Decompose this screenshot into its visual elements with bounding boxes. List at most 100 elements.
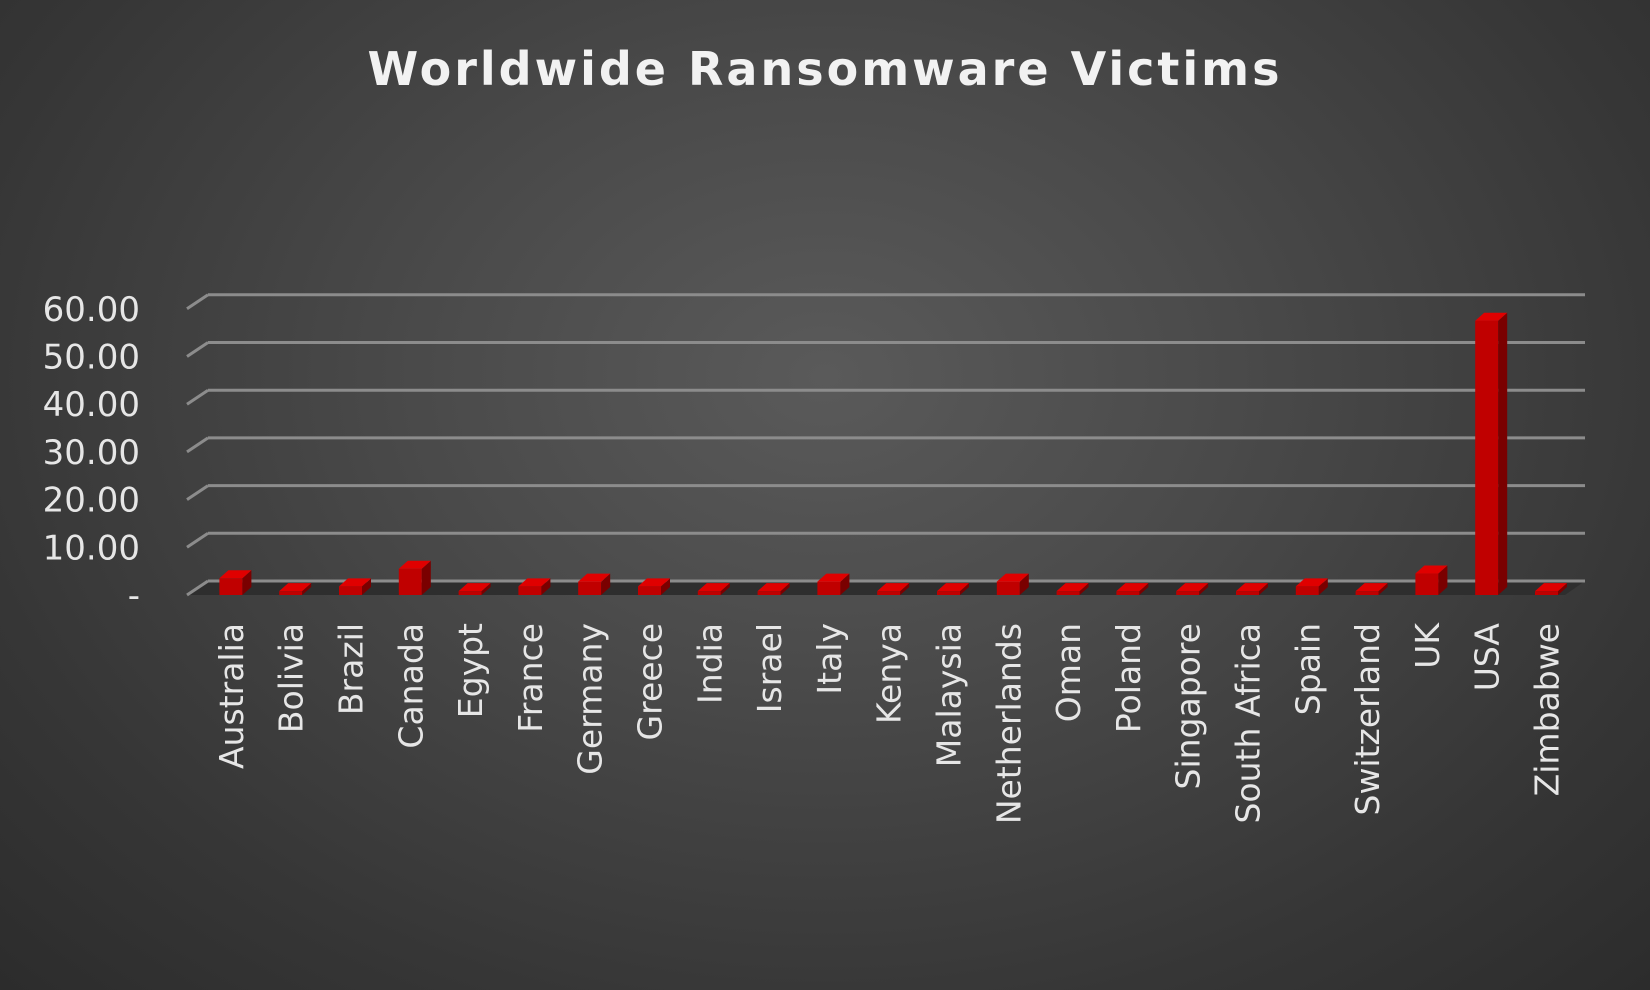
x-tick-label: Kenya: [870, 623, 909, 724]
bar-oman: [1056, 583, 1089, 595]
x-tick-label: Switzerland: [1348, 623, 1387, 816]
bar-spain: [1295, 578, 1328, 595]
y-tick-label: -: [128, 576, 140, 616]
bar-front-face: [996, 581, 1020, 595]
x-tick-label: Singapore: [1169, 623, 1208, 789]
bar-front-face: [1415, 573, 1439, 595]
bar-side-face: [1558, 583, 1567, 595]
gridline-diagonal: [186, 484, 209, 501]
bar-side-face: [1139, 583, 1149, 595]
x-tick-label: Egypt: [451, 623, 490, 718]
gridline-diagonal: [186, 579, 209, 597]
bar-top-face: [1475, 312, 1508, 321]
x-tick-label: UK: [1408, 622, 1447, 669]
bar-top-face: [1236, 583, 1268, 592]
bar-greece: [638, 578, 670, 595]
bar-side-face: [900, 583, 910, 595]
bar-india: [697, 583, 730, 595]
bar-side-face: [1259, 583, 1268, 595]
bar-front-face: [398, 568, 422, 595]
x-tick-label: USA: [1468, 623, 1507, 692]
y-tick-label: 20.00: [43, 481, 140, 521]
bar-egypt: [458, 583, 491, 595]
bar-front-face: [1056, 591, 1080, 595]
bar-front-face: [757, 591, 781, 595]
x-tick-label: France: [511, 623, 550, 733]
bar-top-face: [697, 583, 730, 592]
bar-front-face: [279, 591, 303, 595]
bar-front-face: [339, 586, 362, 595]
y-tick-label: 50.00: [43, 338, 140, 378]
bar-front-face: [1176, 591, 1200, 595]
bar-israel: [757, 583, 790, 595]
bar-side-face: [1438, 565, 1448, 595]
bar-top-face: [817, 573, 850, 582]
x-tick-label: Italy: [810, 623, 849, 695]
bar-top-face: [877, 583, 910, 592]
bar-side-face: [541, 578, 551, 595]
bar-side-face: [720, 583, 730, 595]
bar-germany: [578, 573, 611, 595]
chart-title: Worldwide Ransomware Victims: [368, 42, 1283, 96]
bar-front-face: [458, 591, 482, 595]
bar-front-face: [1535, 591, 1558, 595]
bar-top-face: [1355, 583, 1388, 592]
bar-netherlands: [996, 573, 1029, 595]
bar-front-face: [937, 591, 960, 595]
y-tick-label: 60.00: [43, 290, 140, 330]
bar-side-face: [1378, 583, 1388, 595]
gridline-diagonal: [186, 532, 209, 549]
gridline-diagonal: [186, 293, 209, 311]
bar-top-face: [996, 573, 1029, 582]
bar-usa: [1475, 312, 1508, 595]
bar-top-face: [1056, 583, 1089, 592]
bar-uk: [1415, 565, 1448, 595]
x-tick-label: Greece: [631, 623, 670, 740]
bar-top-face: [638, 578, 670, 587]
x-tick-label: India: [690, 623, 729, 704]
bar-front-face: [638, 586, 661, 595]
x-tick-label: Oman: [1049, 623, 1088, 722]
bar-side-face: [840, 573, 850, 595]
bar-zimbabwe: [1535, 583, 1567, 595]
bar-bolivia: [279, 583, 312, 595]
bar-front-face: [1116, 591, 1140, 595]
y-tick-label: 10.00: [43, 528, 140, 568]
bar-front-face: [1236, 591, 1259, 595]
bar-canada: [398, 560, 431, 595]
bar-poland: [1116, 583, 1149, 595]
bar-kenya: [877, 583, 910, 595]
bar-top-face: [937, 583, 969, 592]
bar-top-face: [1535, 583, 1567, 592]
bar-top-face: [219, 570, 252, 579]
bar-side-face: [481, 583, 491, 595]
x-tick-label: South Africa: [1229, 623, 1268, 824]
bar-singapore: [1176, 583, 1209, 595]
bar-top-face: [1116, 583, 1149, 592]
bar-front-face: [578, 581, 602, 595]
bar-side-face: [421, 560, 431, 595]
bar-side-face: [1079, 583, 1089, 595]
bar-australia: [219, 570, 252, 595]
bar-top-face: [518, 578, 551, 587]
y-tick-label: 40.00: [43, 385, 140, 425]
x-tick-label: Brazil: [332, 623, 371, 715]
bar-front-face: [697, 591, 721, 595]
x-tick-label: Canada: [391, 623, 430, 749]
bar-side-face: [661, 578, 670, 595]
bar-top-face: [458, 583, 491, 592]
x-tick-label: Australia: [212, 623, 251, 769]
bar-france: [518, 578, 551, 595]
bar-front-face: [1295, 586, 1319, 595]
gridline-diagonal: [186, 436, 209, 454]
bar-side-face: [1318, 578, 1328, 595]
x-tick-label: Germany: [571, 623, 610, 775]
bar-front-face: [817, 581, 841, 595]
bar-italy: [817, 573, 850, 595]
bar-top-face: [398, 560, 431, 569]
x-tick-label: Poland: [1109, 623, 1148, 733]
bar-front-face: [1475, 320, 1499, 595]
bar-front-face: [219, 578, 243, 595]
